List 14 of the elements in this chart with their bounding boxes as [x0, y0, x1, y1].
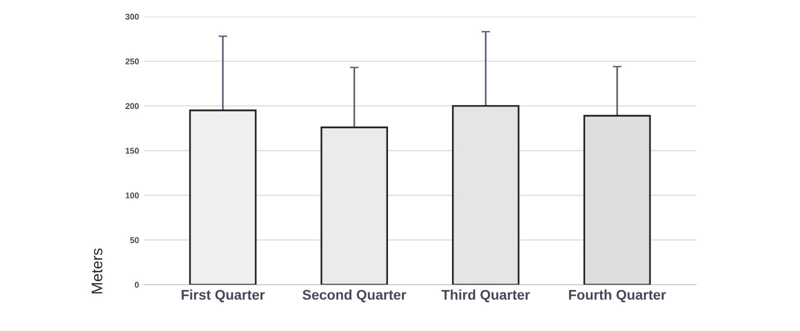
- x-tick-label: Fourth Quarter: [569, 290, 666, 302]
- x-tick-label: Second Quarter: [302, 290, 406, 302]
- y-tick-label: 200: [126, 103, 139, 110]
- y-tick-label: 50: [130, 237, 139, 244]
- y-tick-label: 100: [126, 192, 139, 198]
- x-tick-label: Third Quarter: [442, 290, 530, 302]
- y-tick-label: 150: [126, 148, 139, 154]
- y-tick-label: 250: [126, 58, 139, 64]
- bar: [320, 126, 388, 285]
- y-axis-title: Meters: [92, 248, 102, 294]
- x-tick-label: First Quarter: [182, 290, 265, 302]
- y-tick-label: 0: [134, 282, 139, 288]
- y-tick-label: 300: [125, 14, 139, 20]
- bar: [189, 110, 257, 285]
